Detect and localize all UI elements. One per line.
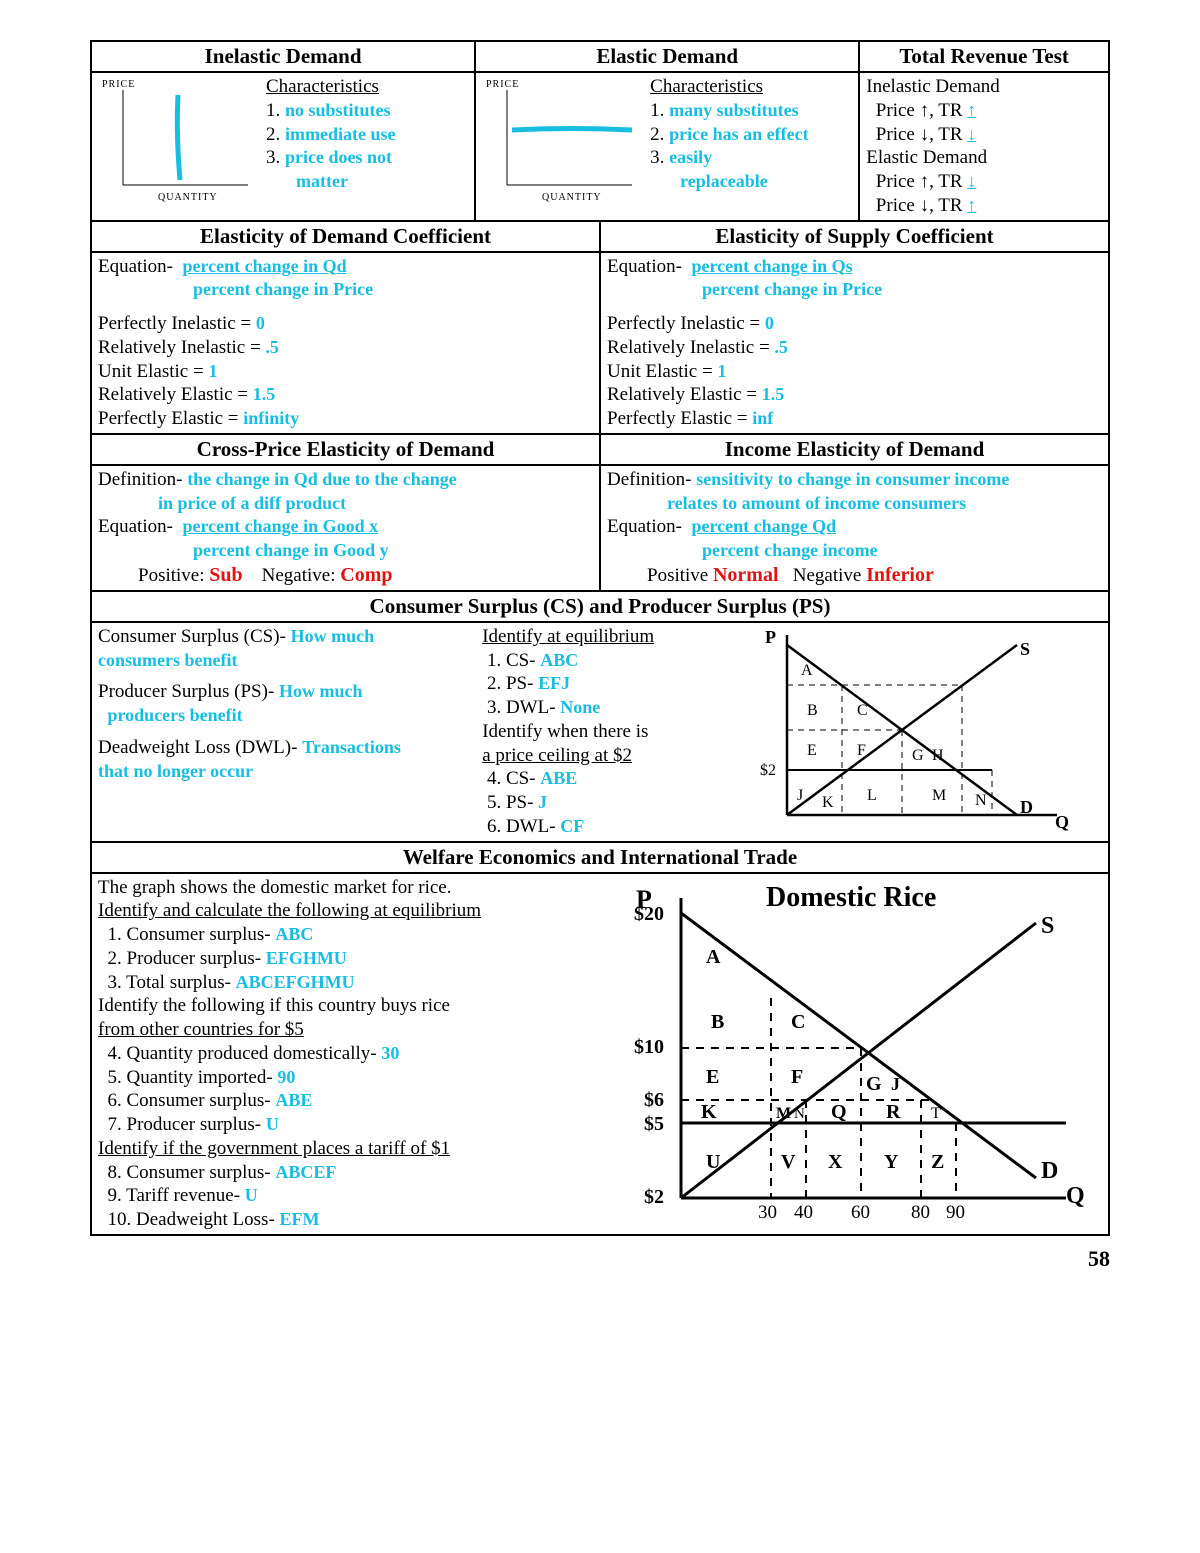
svg-text:PRICE: PRICE — [102, 79, 135, 90]
svg-text:G: G — [912, 747, 924, 764]
svg-text:T: T — [931, 1105, 941, 1122]
cross-panel: Definition- the change in Qd due to the … — [91, 465, 600, 591]
svg-text:A: A — [706, 946, 721, 968]
char-label: Characteristics — [266, 75, 395, 99]
elastic-demand-graph: PRICE QUANTITY — [482, 75, 642, 205]
svg-text:QUANTITY: QUANTITY — [542, 192, 602, 203]
svg-text:Y: Y — [884, 1151, 899, 1173]
svg-text:M: M — [776, 1105, 791, 1122]
svg-text:B: B — [711, 1011, 724, 1033]
cs-ps-graph-cell: P S D Q $2 A B C — [751, 622, 1109, 842]
svg-text:Q: Q — [1055, 812, 1069, 832]
svg-text:80: 80 — [911, 1202, 930, 1223]
income-panel: Definition- sensitivity to change in con… — [600, 465, 1109, 591]
svg-text:Q: Q — [1066, 1183, 1085, 1209]
hdr-welfare: Welfare Economics and International Trad… — [91, 842, 1109, 873]
svg-text:E: E — [706, 1066, 719, 1088]
svg-text:L: L — [867, 787, 877, 804]
svg-text:D: D — [1020, 797, 1033, 817]
hdr-es-coef: Elasticity of Supply Coefficient — [600, 221, 1109, 252]
hdr-cross: Cross-Price Elasticity of Demand — [91, 434, 600, 465]
svg-text:G: G — [866, 1073, 882, 1095]
hdr-inelastic: Inelastic Demand — [91, 41, 475, 72]
page-number: 58 — [90, 1246, 1110, 1272]
hdr-elastic: Elastic Demand — [475, 41, 859, 72]
svg-text:S: S — [1041, 913, 1054, 939]
svg-text:B: B — [807, 702, 818, 719]
svg-text:S: S — [1020, 639, 1030, 659]
svg-text:X: X — [828, 1151, 843, 1173]
svg-text:Domestic Rice: Domestic Rice — [766, 882, 936, 913]
svg-text:$5: $5 — [644, 1113, 664, 1135]
svg-text:P: P — [765, 627, 776, 647]
svg-text:30: 30 — [758, 1202, 777, 1223]
svg-text:N: N — [975, 792, 987, 809]
svg-text:Q: Q — [831, 1101, 847, 1123]
welfare-questions: The graph shows the domestic market for … — [91, 873, 612, 1235]
hdr-cs-ps: Consumer Surplus (CS) and Producer Surpl… — [91, 591, 1109, 622]
svg-text:C: C — [791, 1011, 805, 1033]
svg-text:$10: $10 — [634, 1036, 664, 1058]
svg-text:E: E — [807, 742, 817, 759]
svg-text:N: N — [794, 1106, 805, 1122]
svg-text:C: C — [857, 702, 868, 719]
cs-ps-graph: P S D Q $2 A B C — [757, 625, 1077, 835]
svg-text:A: A — [801, 662, 813, 679]
inelastic-demand-graph: PRICE QUANTITY — [98, 75, 258, 205]
svg-text:R: R — [886, 1101, 901, 1123]
es-coef-panel: Equation- percent change in Qs percent c… — [600, 252, 1109, 434]
svg-text:F: F — [857, 742, 866, 759]
ed-coef-panel: Equation- percent change in Qd percent c… — [91, 252, 600, 434]
svg-text:PRICE: PRICE — [486, 79, 519, 90]
svg-text:H: H — [932, 747, 944, 764]
svg-text:K: K — [701, 1101, 717, 1123]
cs-ps-defs: Consumer Surplus (CS)- How much consumer… — [91, 622, 476, 842]
svg-text:$20: $20 — [634, 903, 664, 925]
svg-text:$2: $2 — [760, 762, 776, 779]
svg-text:QUANTITY: QUANTITY — [158, 192, 218, 203]
domestic-rice-cell: P Domestic Rice S D Q $20 $10 $6 $5 $2 — [612, 873, 1109, 1235]
svg-text:40: 40 — [794, 1202, 813, 1223]
cs-ps-identify: Identify at equilibrium 1. CS- ABC 2. PS… — [476, 622, 751, 842]
svg-text:$6: $6 — [644, 1089, 664, 1111]
svg-text:F: F — [791, 1066, 803, 1088]
svg-text:M: M — [932, 787, 946, 804]
svg-text:J: J — [797, 787, 803, 804]
hdr-tr: Total Revenue Test — [859, 41, 1109, 72]
svg-text:90: 90 — [946, 1202, 965, 1223]
worksheet-table: Inelastic Demand Elastic Demand Total Re… — [90, 40, 1110, 1236]
elastic-panel: PRICE QUANTITY Characteristics 1. many s… — [475, 72, 859, 221]
svg-text:Z: Z — [931, 1151, 944, 1173]
inelastic-panel: PRICE QUANTITY Characteristics 1. no sub… — [91, 72, 475, 221]
hdr-ed-coef: Elasticity of Demand Coefficient — [91, 221, 600, 252]
svg-text:V: V — [781, 1151, 796, 1173]
svg-text:D: D — [1041, 1158, 1058, 1184]
domestic-rice-graph: P Domestic Rice S D Q $20 $10 $6 $5 $2 — [616, 878, 1096, 1228]
svg-text:60: 60 — [851, 1202, 870, 1223]
svg-text:$2: $2 — [644, 1186, 664, 1208]
hdr-income: Income Elasticity of Demand — [600, 434, 1109, 465]
svg-text:J: J — [891, 1074, 900, 1094]
tr-test-panel: Inelastic Demand Price ↑, TR ↑ Price ↓, … — [859, 72, 1109, 221]
svg-text:K: K — [822, 794, 834, 811]
svg-text:U: U — [706, 1151, 720, 1173]
